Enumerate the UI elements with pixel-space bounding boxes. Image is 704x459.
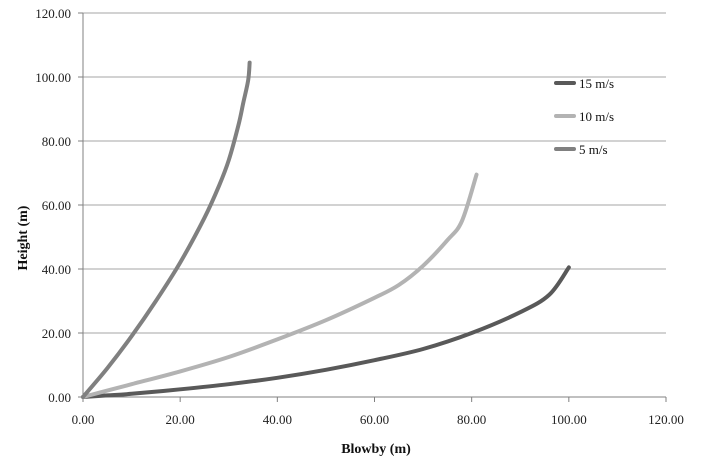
y-tick-label: 20.00 <box>42 326 71 341</box>
legend-label: 10 m/s <box>579 109 614 124</box>
x-tick-label: 120.00 <box>648 412 684 427</box>
x-tick-label: 40.00 <box>263 412 292 427</box>
legend-label: 15 m/s <box>579 76 614 91</box>
y-tick-label: 0.00 <box>48 390 71 405</box>
y-tick-label: 60.00 <box>42 198 71 213</box>
y-tick-label: 100.00 <box>35 70 71 85</box>
y-tick-label: 120.00 <box>35 6 71 21</box>
x-tick-label: 20.00 <box>166 412 195 427</box>
legend: 15 m/s 10 m/s 5 m/s <box>554 76 614 157</box>
x-axis-title: Blowby (m) <box>341 442 411 457</box>
series-line-2 <box>81 172 479 399</box>
x-tick-label: 100.00 <box>551 412 587 427</box>
y-axis-title: Height (m) <box>16 205 31 270</box>
y-tick-label: 40.00 <box>42 262 71 277</box>
axes <box>78 12 667 402</box>
tick-labels: 0.00 20.00 40.00 60.00 80.00 100.00 120.00 0.00… <box>35 6 684 427</box>
x-tick-label: 60.00 <box>360 412 389 427</box>
x-tick-label: 80.00 <box>457 412 486 427</box>
y-tick-label: 80.00 <box>42 134 71 149</box>
legend-label: 5 m/s <box>579 142 608 157</box>
x-tick-label: 0.00 <box>72 412 95 427</box>
series-line-3 <box>81 60 252 399</box>
series-lines <box>81 60 571 399</box>
series-line-1 <box>81 265 571 399</box>
gridlines <box>83 12 666 334</box>
